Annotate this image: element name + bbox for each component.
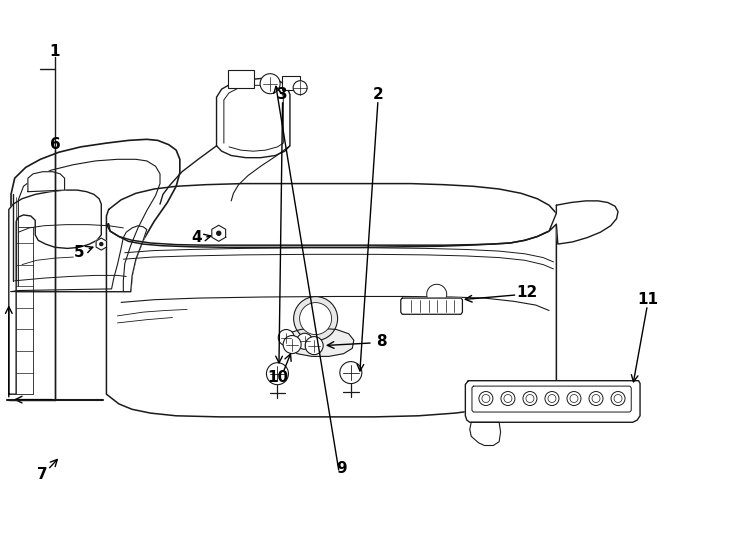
Text: 4: 4 bbox=[192, 230, 202, 245]
Text: 2: 2 bbox=[373, 87, 383, 102]
Polygon shape bbox=[28, 172, 65, 192]
Circle shape bbox=[614, 395, 622, 402]
Polygon shape bbox=[96, 238, 106, 250]
Circle shape bbox=[592, 395, 600, 402]
Polygon shape bbox=[106, 184, 556, 245]
Text: 8: 8 bbox=[377, 334, 387, 349]
Polygon shape bbox=[549, 201, 618, 244]
Circle shape bbox=[501, 392, 515, 406]
Circle shape bbox=[504, 395, 512, 402]
Circle shape bbox=[589, 392, 603, 406]
Circle shape bbox=[340, 362, 362, 383]
Text: 7: 7 bbox=[37, 467, 48, 482]
Circle shape bbox=[567, 392, 581, 406]
Circle shape bbox=[526, 395, 534, 402]
Polygon shape bbox=[465, 381, 640, 422]
Circle shape bbox=[299, 302, 332, 335]
Text: 9: 9 bbox=[336, 461, 346, 476]
Text: 6: 6 bbox=[50, 137, 60, 152]
Circle shape bbox=[294, 296, 338, 341]
Polygon shape bbox=[212, 225, 225, 241]
Circle shape bbox=[479, 392, 493, 406]
Circle shape bbox=[100, 242, 103, 246]
Polygon shape bbox=[401, 298, 462, 314]
Circle shape bbox=[217, 231, 221, 235]
Text: 10: 10 bbox=[267, 370, 288, 386]
Polygon shape bbox=[9, 190, 101, 394]
Bar bbox=[228, 70, 254, 88]
Circle shape bbox=[297, 333, 313, 349]
Circle shape bbox=[545, 392, 559, 406]
Polygon shape bbox=[470, 422, 501, 446]
Circle shape bbox=[523, 392, 537, 406]
Text: 3: 3 bbox=[277, 87, 288, 102]
Circle shape bbox=[305, 336, 323, 355]
Text: 5: 5 bbox=[74, 245, 84, 260]
Polygon shape bbox=[11, 226, 147, 292]
Polygon shape bbox=[286, 328, 354, 356]
Polygon shape bbox=[11, 139, 180, 292]
Circle shape bbox=[260, 73, 280, 94]
Circle shape bbox=[426, 284, 447, 305]
Text: 1: 1 bbox=[50, 44, 60, 59]
Circle shape bbox=[611, 392, 625, 406]
Text: 12: 12 bbox=[517, 285, 537, 300]
Polygon shape bbox=[217, 78, 290, 158]
Circle shape bbox=[570, 395, 578, 402]
Circle shape bbox=[293, 80, 307, 94]
Circle shape bbox=[548, 395, 556, 402]
Text: 11: 11 bbox=[637, 292, 658, 307]
Bar bbox=[282, 76, 300, 90]
Circle shape bbox=[283, 335, 301, 354]
Circle shape bbox=[266, 363, 288, 384]
Circle shape bbox=[482, 395, 490, 402]
Circle shape bbox=[278, 329, 294, 346]
Polygon shape bbox=[106, 224, 556, 417]
